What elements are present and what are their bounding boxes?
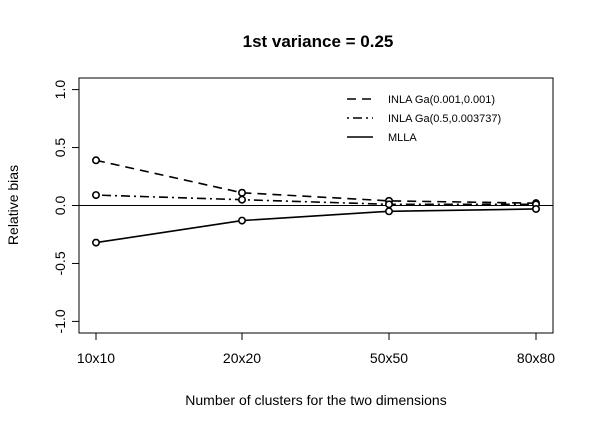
y-tick-label: -1.0: [52, 309, 68, 333]
data-point: [531, 204, 540, 213]
y-tick-label: 1.0: [52, 80, 68, 100]
data-point: [92, 156, 101, 165]
data-point: [92, 191, 101, 200]
y-tick-label: 0.0: [52, 196, 68, 216]
x-axis: 10x10 20x20 50x50 80x80: [77, 332, 555, 366]
series-0: [92, 156, 540, 208]
legend-label-1: INLA Ga(0.5,0.003737): [388, 113, 501, 125]
legend-label-2: MLLA: [388, 132, 417, 144]
series-line-2: [95, 208, 537, 244]
data-point: [238, 216, 247, 225]
data-point: [384, 200, 393, 209]
y-tick-label: 0.5: [52, 138, 68, 158]
x-axis-title: Number of clusters for the two dimension…: [185, 392, 446, 408]
legend-label-0: INLA Ga(0.001,0.001): [388, 94, 495, 106]
y-tick-label: -0.5: [52, 251, 68, 275]
legend: INLA Ga(0.001,0.001) INLA Ga(0.5,0.003737…: [347, 94, 501, 144]
series-2: [92, 204, 540, 247]
series-line-1: [95, 194, 536, 206]
y-axis: -1.0 -0.5 0.0 0.5 1.0: [52, 80, 80, 333]
data-point: [92, 238, 101, 247]
y-axis-title: Relative bias: [5, 165, 21, 245]
data-point: [238, 188, 247, 197]
data-point: [238, 195, 247, 204]
series-layer: [92, 156, 540, 247]
data-point: [384, 207, 393, 216]
x-tick-label: 50x50: [370, 350, 408, 366]
x-tick-label: 80x80: [517, 350, 555, 366]
chart-title: 1st variance = 0.25: [243, 32, 394, 51]
x-tick-label: 20x20: [223, 350, 261, 366]
x-tick-label: 10x10: [77, 350, 115, 366]
